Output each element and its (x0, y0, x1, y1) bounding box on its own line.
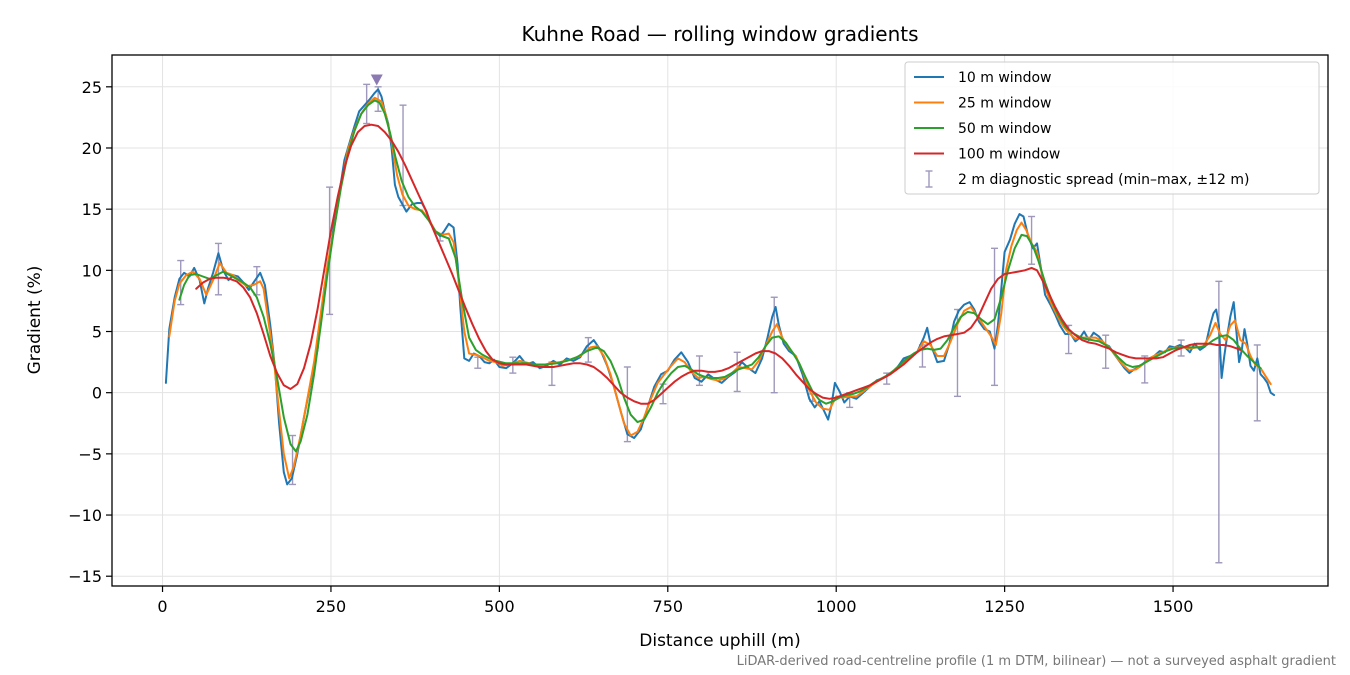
legend-label-2: 25 m window (958, 96, 1051, 112)
legend: 10 m window 25 m window 50 m window 100 m w… (904, 61, 1320, 195)
peak-marker (370, 74, 383, 86)
x-tick-label: 1500 (1153, 597, 1194, 616)
legend-label-errorbar: 2 m diagnostic spread (min–max, ±12 m) (958, 172, 1249, 188)
footnote: LiDAR-derived road-centreline profile (1… (737, 654, 1336, 669)
plot-frame (111, 54, 1329, 587)
chart-title: Kuhne Road — rolling window gradients (521, 22, 918, 46)
y-tick-label: 0 (92, 384, 102, 403)
axis-ticks: 0 250 500 750 1000 1250 1500 −15 −10 −5 0 5 10 15 20 25 (68, 78, 1193, 616)
error-bar (1102, 334, 1110, 369)
x-tick-label: 1000 (816, 597, 857, 616)
y-tick-label: −10 (68, 506, 102, 525)
y-tick-label: 25 (82, 78, 102, 97)
error-bar (1028, 215, 1036, 265)
grid (112, 55, 1328, 586)
error-bar (1141, 355, 1149, 384)
y-tick-label: −15 (68, 567, 102, 586)
x-tick-label: 250 (316, 597, 347, 616)
y-tick-label: −5 (78, 445, 102, 464)
legend-label-4: 100 m window (958, 147, 1060, 163)
x-tick-label: 750 (653, 597, 684, 616)
error-bar (733, 351, 741, 393)
y-tick-label: 5 (92, 323, 102, 342)
y-tick-label: 20 (82, 139, 102, 158)
legend-label-3: 50 m window (958, 121, 1051, 137)
legend-box (904, 61, 1320, 195)
x-axis-title: Distance uphill (m) (639, 631, 800, 651)
series-line-4 (195, 123, 1242, 405)
legend-swatch-errorbar (925, 170, 933, 188)
y-tick-label: 15 (82, 200, 102, 219)
x-tick-label: 1250 (984, 597, 1025, 616)
y-tick-label: 10 (82, 261, 102, 280)
legend-label-1: 10 m window (958, 70, 1051, 86)
series-lines (164, 88, 1276, 486)
peak-marker-layer (370, 74, 383, 86)
x-tick-label: 0 (157, 597, 167, 616)
x-tick-label: 500 (484, 597, 515, 616)
y-axis-title: Gradient (%) (25, 266, 45, 375)
